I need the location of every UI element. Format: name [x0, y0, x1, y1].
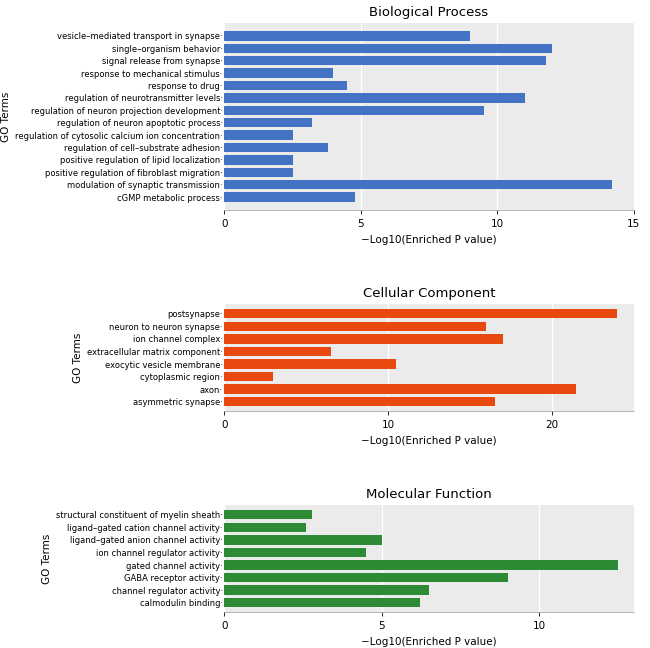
- Bar: [224, 31, 470, 41]
- Y-axis label: GO Terms: GO Terms: [1, 91, 11, 142]
- Title: Molecular Function: Molecular Function: [366, 488, 492, 501]
- Bar: [224, 573, 508, 583]
- Bar: [224, 130, 292, 140]
- Bar: [224, 156, 292, 165]
- Bar: [224, 168, 292, 177]
- Bar: [224, 118, 311, 128]
- Bar: [224, 561, 618, 570]
- Bar: [224, 106, 484, 115]
- Bar: [224, 586, 429, 595]
- Bar: [224, 81, 347, 90]
- Bar: [224, 397, 495, 406]
- Bar: [224, 372, 274, 381]
- Bar: [224, 510, 313, 520]
- X-axis label: −Log10(Enriched P value): −Log10(Enriched P value): [361, 637, 497, 647]
- Bar: [224, 548, 366, 557]
- Bar: [224, 43, 552, 53]
- Bar: [224, 192, 356, 202]
- Bar: [224, 598, 419, 607]
- Bar: [224, 69, 333, 78]
- Bar: [224, 321, 486, 331]
- Y-axis label: GO Terms: GO Terms: [42, 533, 52, 584]
- Bar: [224, 309, 618, 318]
- Title: Cellular Component: Cellular Component: [363, 287, 495, 300]
- Bar: [224, 334, 502, 343]
- Bar: [224, 347, 331, 356]
- Bar: [224, 535, 382, 544]
- Bar: [224, 56, 547, 65]
- Bar: [224, 522, 306, 532]
- X-axis label: −Log10(Enriched P value): −Log10(Enriched P value): [361, 235, 497, 245]
- X-axis label: −Log10(Enriched P value): −Log10(Enriched P value): [361, 436, 497, 446]
- Bar: [224, 384, 577, 394]
- Bar: [224, 93, 525, 102]
- Y-axis label: GO Terms: GO Terms: [73, 332, 83, 383]
- Bar: [224, 180, 612, 189]
- Title: Biological Process: Biological Process: [369, 6, 489, 19]
- Bar: [224, 143, 328, 152]
- Bar: [224, 359, 396, 369]
